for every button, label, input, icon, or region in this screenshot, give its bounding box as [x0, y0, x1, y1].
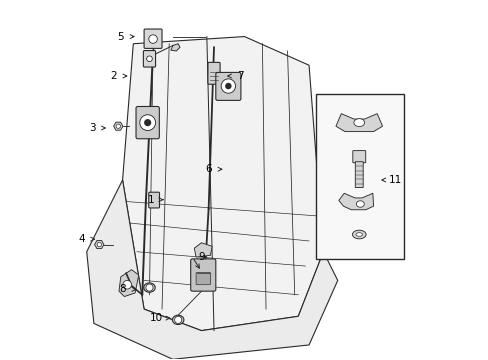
Circle shape — [140, 115, 155, 131]
FancyBboxPatch shape — [352, 150, 365, 163]
FancyBboxPatch shape — [207, 62, 220, 84]
Polygon shape — [335, 114, 382, 132]
Text: 8: 8 — [119, 284, 125, 294]
Polygon shape — [122, 37, 323, 330]
Circle shape — [145, 284, 153, 291]
Text: 6: 6 — [205, 164, 211, 174]
Text: 2: 2 — [110, 71, 117, 81]
Circle shape — [146, 56, 152, 62]
Text: 1: 1 — [148, 195, 154, 205]
Circle shape — [224, 83, 231, 89]
Ellipse shape — [353, 119, 364, 127]
Ellipse shape — [356, 201, 364, 207]
Ellipse shape — [355, 233, 362, 236]
Text: 10: 10 — [150, 313, 163, 323]
FancyBboxPatch shape — [355, 162, 363, 188]
Text: 7: 7 — [237, 71, 244, 81]
Polygon shape — [113, 122, 122, 130]
Circle shape — [221, 79, 235, 93]
FancyBboxPatch shape — [215, 72, 241, 100]
Text: 3: 3 — [89, 123, 95, 133]
Text: 4: 4 — [78, 234, 84, 244]
FancyBboxPatch shape — [144, 29, 162, 48]
Ellipse shape — [172, 315, 183, 324]
Circle shape — [122, 280, 131, 289]
FancyBboxPatch shape — [190, 259, 215, 291]
Ellipse shape — [143, 283, 155, 292]
Polygon shape — [94, 240, 104, 249]
Circle shape — [116, 124, 120, 129]
Circle shape — [148, 35, 157, 43]
Polygon shape — [86, 180, 337, 359]
Polygon shape — [338, 193, 373, 210]
FancyBboxPatch shape — [136, 107, 159, 139]
Text: 9: 9 — [198, 252, 204, 262]
Circle shape — [144, 119, 151, 126]
FancyBboxPatch shape — [143, 50, 155, 67]
Polygon shape — [194, 243, 212, 257]
Ellipse shape — [352, 230, 366, 239]
Text: 11: 11 — [387, 175, 401, 185]
FancyBboxPatch shape — [148, 192, 159, 208]
Polygon shape — [171, 44, 180, 51]
Polygon shape — [119, 270, 139, 297]
Text: 5: 5 — [117, 32, 124, 41]
Circle shape — [174, 316, 182, 323]
FancyBboxPatch shape — [196, 273, 210, 285]
Bar — [316, 94, 403, 259]
Circle shape — [97, 242, 101, 247]
